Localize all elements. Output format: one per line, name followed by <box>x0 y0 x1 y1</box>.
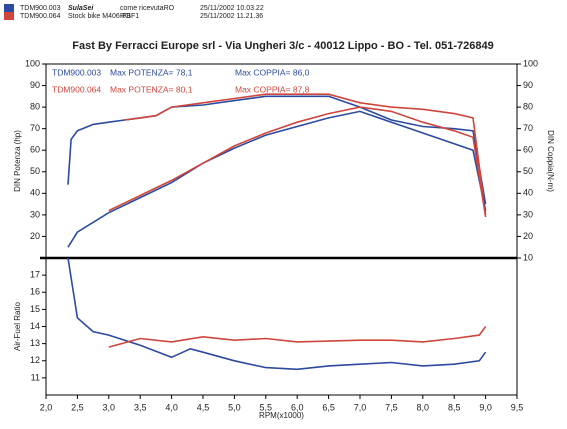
y-tick-label: 11 <box>31 372 40 382</box>
swatch <box>4 12 14 20</box>
header-text: TDM900.064 <box>20 13 61 20</box>
y2-axis-label: DIN Coppia(N-m) <box>546 130 555 192</box>
header-text: 25/11/2002 10.03.22 <box>200 5 264 12</box>
x-tick-label: 6,0 <box>291 402 304 412</box>
x-tick-label: 2,0 <box>40 402 53 412</box>
header-text: TDM900.003 <box>20 5 61 12</box>
y-tick-label: 17 <box>30 270 40 280</box>
x-tick-label: 5,5 <box>260 402 273 412</box>
y-tick-label: 100 <box>25 58 40 68</box>
x-tick-label: 4,5 <box>197 402 210 412</box>
y-tick-label: 13 <box>30 338 40 348</box>
x-tick-label: 8,0 <box>417 402 430 412</box>
y-tick-label: 30 <box>30 209 40 219</box>
header-text: 25/11/2002 11.21.36 <box>200 13 263 20</box>
series-line <box>124 93 487 216</box>
x-tick-label: 3,5 <box>134 402 147 412</box>
series-line <box>67 257 487 371</box>
header-text: SulaSei <box>68 5 94 12</box>
series-line <box>67 95 487 205</box>
y2-tick-label: 70 <box>523 123 533 133</box>
y-tick-label: 80 <box>30 101 40 111</box>
series-line <box>108 106 487 218</box>
annotation: Max POTENZA= 78,1 <box>110 67 193 77</box>
y2-tick-label: 60 <box>523 145 533 155</box>
series-line <box>67 110 487 248</box>
x-tick-label: 9,5 <box>511 402 524 412</box>
y-tick-label: 60 <box>30 145 40 155</box>
annotation: Max COPPIA= 87,8 <box>235 84 310 94</box>
y-tick-label: 12 <box>30 355 40 365</box>
y-tick-label: 14 <box>30 321 40 331</box>
plot-frame <box>45 63 518 396</box>
y-tick-label: 70 <box>30 123 40 133</box>
annotation: TDM900.003 <box>52 67 101 77</box>
x-tick-label: 3,0 <box>103 402 116 412</box>
y-tick-label: 50 <box>30 166 40 176</box>
y-tick-label: 15 <box>30 304 40 314</box>
x-tick-label: 6,5 <box>322 402 335 412</box>
x-tick-label: 7,5 <box>385 402 398 412</box>
title: Fast By Ferracci Europe srl - Via Ungher… <box>72 40 493 52</box>
y-tick-label: 16 <box>30 287 40 297</box>
y2-tick-label: 90 <box>523 80 533 90</box>
swatch <box>4 4 14 12</box>
y2-tick-label: 30 <box>523 209 533 219</box>
x-tick-label: 7,0 <box>354 402 367 412</box>
x-tick-label: 2,5 <box>71 402 84 412</box>
y2-tick-label: 100 <box>523 58 538 68</box>
y2-tick-label: 40 <box>523 188 533 198</box>
annotation: Max POTENZA= 80,1 <box>110 84 193 94</box>
header-text: RO <box>120 13 131 20</box>
annotation: TDM900.064 <box>52 84 101 94</box>
y2-tick-label: 10 <box>523 252 533 262</box>
x-tick-label: 4,0 <box>165 402 178 412</box>
annotation: Max COPPIA= 86,0 <box>235 67 310 77</box>
y2-tick-label: 80 <box>523 101 533 111</box>
y2-tick-label: 50 <box>523 166 533 176</box>
y-axis-label: DIN Potenza (hp) <box>13 130 22 192</box>
header-text: Stock bike M406-FBF1 <box>68 13 139 20</box>
x-tick-label: 8,5 <box>448 402 461 412</box>
x-tick-label: 5,0 <box>228 402 241 412</box>
y2-tick-label: 20 <box>523 231 533 241</box>
y-tick-label: 20 <box>30 231 40 241</box>
series-line <box>108 326 487 348</box>
header-text: come ricevutaRO <box>120 5 175 12</box>
x-tick-label: 9,0 <box>479 402 492 412</box>
x-axis-label: RPM(x1000) <box>259 411 304 420</box>
y-tick-label: 90 <box>30 80 40 90</box>
y-tick-label: 40 <box>30 188 40 198</box>
y-axis-label: Air-Fuel Ratio <box>13 302 22 351</box>
